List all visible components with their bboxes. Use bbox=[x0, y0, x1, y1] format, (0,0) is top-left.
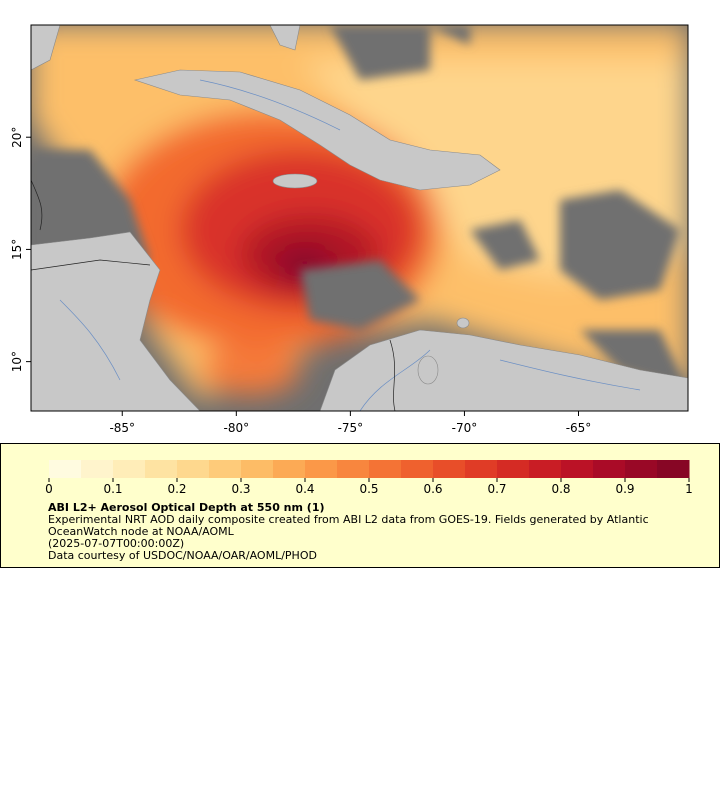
colorbar-tick-label: 0.8 bbox=[551, 482, 570, 496]
legend-description: Experimental NRT AOD daily composite cre… bbox=[48, 513, 649, 538]
color-swatch bbox=[241, 460, 274, 478]
color-swatch bbox=[81, 460, 114, 478]
x-tick-label: -85° bbox=[109, 421, 135, 435]
color-swatch bbox=[401, 460, 434, 478]
color-swatch bbox=[497, 460, 530, 478]
y-tick-label: 15° bbox=[10, 239, 24, 260]
color-swatch bbox=[273, 460, 306, 478]
color-swatch bbox=[337, 460, 370, 478]
legend-title: ABI L2+ Aerosol Optical Depth at 550 nm … bbox=[48, 501, 325, 514]
color-swatch bbox=[465, 460, 498, 478]
x-tick-label: -75° bbox=[338, 421, 364, 435]
color-swatch bbox=[593, 460, 626, 478]
color-swatch bbox=[209, 460, 242, 478]
colorbar-tick-label: 0.2 bbox=[167, 482, 186, 496]
colorbar-tick-label: 0.6 bbox=[423, 482, 442, 496]
color-swatch bbox=[561, 460, 594, 478]
colorbar-tick-label: 0.5 bbox=[359, 482, 378, 496]
colorbar-tick-label: 0.9 bbox=[615, 482, 634, 496]
legend-credit: Data courtesy of USDOC/NOAA/OAR/AOML/PHO… bbox=[48, 549, 317, 562]
colorbar-tick-label: 0 bbox=[45, 482, 53, 496]
colorbar: 0 0.1 0.2 0.3 0.4 0.5 0.6 0.7 0.8 0.9 1 bbox=[45, 460, 693, 496]
color-swatch bbox=[625, 460, 658, 478]
y-tick-label: 10° bbox=[10, 351, 24, 372]
color-swatch bbox=[305, 460, 338, 478]
color-swatch bbox=[369, 460, 402, 478]
color-swatch bbox=[177, 460, 210, 478]
colorbar-tick-label: 0.1 bbox=[103, 482, 122, 496]
color-swatch bbox=[433, 460, 466, 478]
color-swatch bbox=[49, 460, 82, 478]
legend-text: ABI L2+ Aerosol Optical Depth at 550 nm … bbox=[48, 502, 688, 562]
map-image bbox=[31, 25, 688, 411]
map-frame bbox=[30, 24, 689, 412]
colorbar-tick-label: 0.3 bbox=[231, 482, 250, 496]
color-swatch bbox=[113, 460, 146, 478]
map: -85° -80° -75° -70° -65° 10° 15° 20° bbox=[10, 24, 689, 435]
x-tick-label: -80° bbox=[224, 421, 250, 435]
x-tick-label: -65° bbox=[566, 421, 592, 435]
color-swatch bbox=[529, 460, 562, 478]
colorbar-tick-label: 1 bbox=[685, 482, 693, 496]
x-tick-label: -70° bbox=[452, 421, 478, 435]
colorbar-tick-label: 0.7 bbox=[487, 482, 506, 496]
y-tick-label: 20° bbox=[10, 127, 24, 148]
color-swatch bbox=[657, 460, 690, 478]
color-swatch bbox=[145, 460, 178, 478]
colorbar-tick-label: 0.4 bbox=[295, 482, 314, 496]
legend: 0 0.1 0.2 0.3 0.4 0.5 0.6 0.7 0.8 0.9 1 ABI L2+ Ae… bbox=[0, 443, 720, 568]
legend-time: (2025-07-07T00:00:00Z) bbox=[48, 537, 185, 550]
